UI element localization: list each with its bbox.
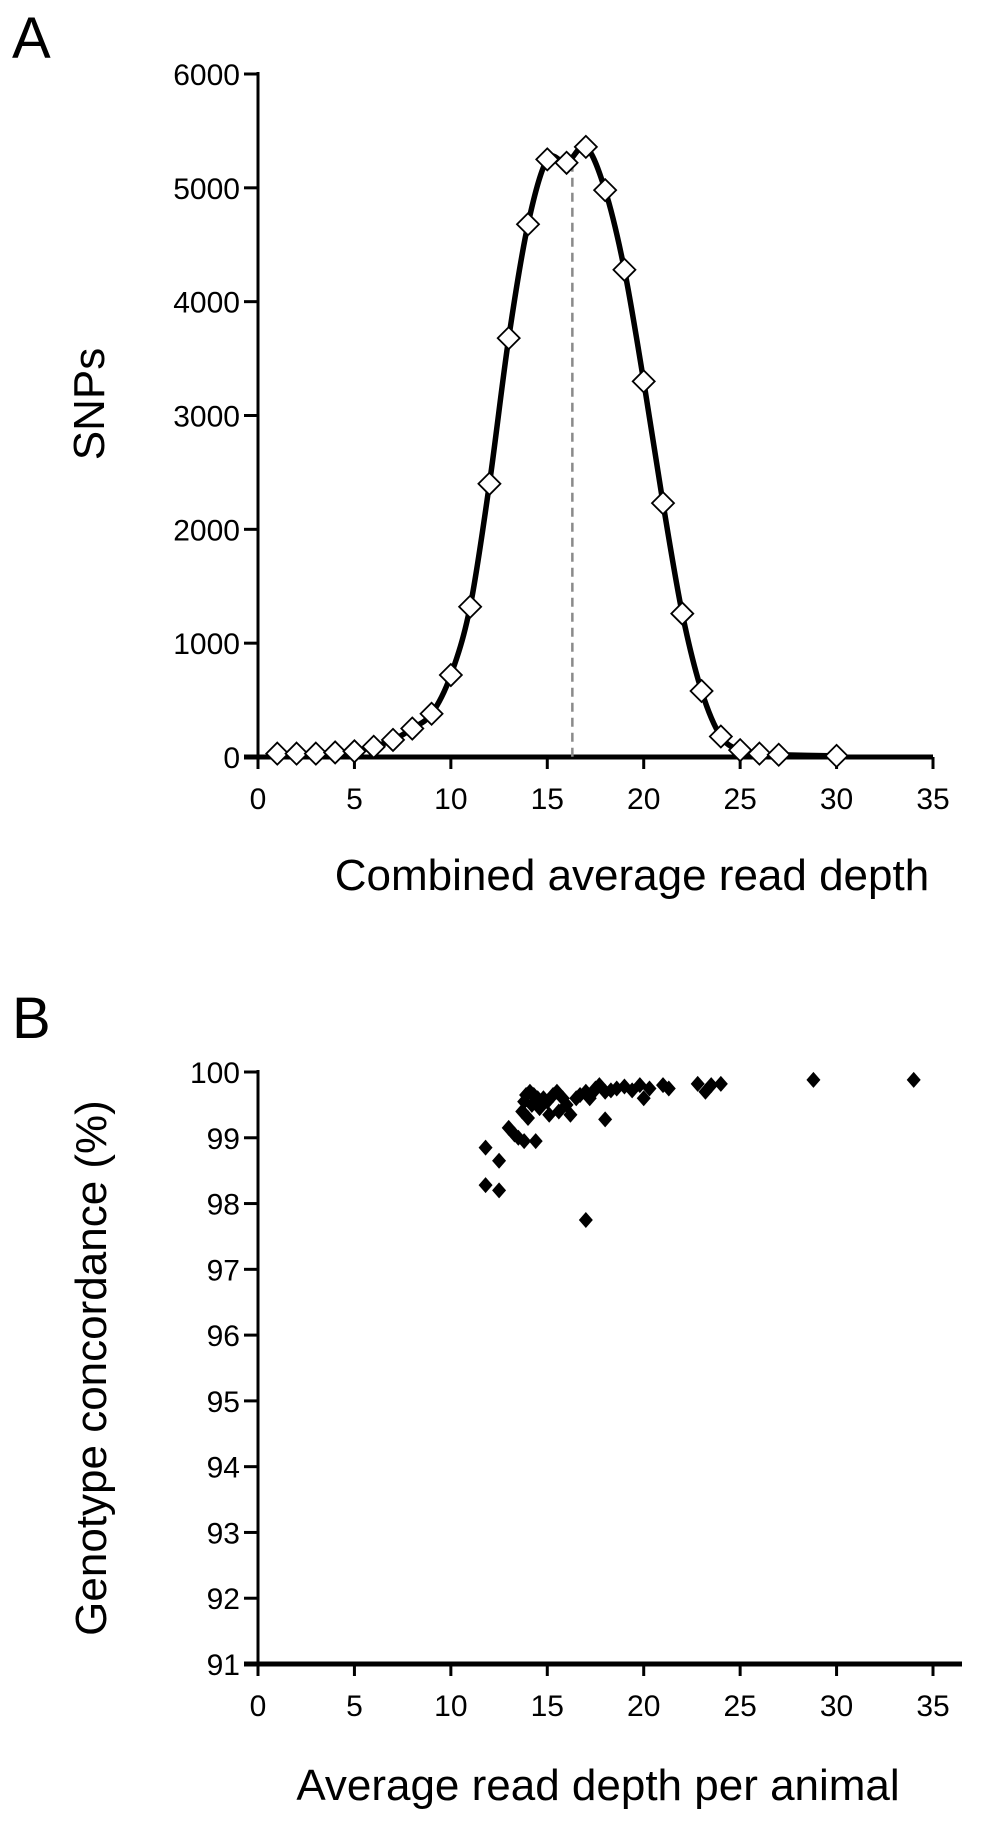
- y-tick-label: 98: [207, 1189, 240, 1222]
- x-tick-label: 20: [627, 1690, 660, 1723]
- data-point-marker: [361, 734, 386, 760]
- data-point-marker: [438, 662, 464, 688]
- data-point-marker: [573, 134, 599, 160]
- data-point-marker: [303, 741, 329, 766]
- data-point-marker: [661, 1080, 676, 1097]
- data-point-marker: [478, 1177, 493, 1194]
- y-tick-label: 2000: [173, 514, 240, 547]
- data-point-marker: [906, 1071, 921, 1088]
- data-point-marker: [477, 471, 502, 497]
- data-point-marker: [496, 325, 521, 351]
- panel-label-b: B: [12, 986, 51, 1051]
- data-point-marker: [563, 1106, 578, 1123]
- x-tick-label: 5: [346, 783, 363, 816]
- x-tick-label: 30: [820, 783, 853, 816]
- x-tick-label: 0: [250, 783, 267, 816]
- y-tick-label: 3000: [173, 401, 240, 434]
- x-axis-title: Combined average read depth: [335, 851, 929, 900]
- y-axis-title: Genotype concordance (%): [67, 1100, 116, 1636]
- data-point-marker: [528, 1133, 543, 1150]
- y-tick-label: 6000: [173, 59, 240, 92]
- data-point-marker: [322, 740, 348, 765]
- data-point-marker: [419, 701, 444, 727]
- y-tick-label: 92: [207, 1583, 240, 1616]
- data-point-marker: [380, 727, 406, 753]
- data-point-marker: [650, 490, 676, 516]
- data-point-marker: [592, 177, 618, 203]
- y-tick-label: 1000: [173, 628, 240, 661]
- data-point-marker: [554, 150, 579, 176]
- data-point-marker: [492, 1152, 507, 1169]
- data-point-marker: [578, 1212, 593, 1228]
- data-point-marker: [515, 211, 541, 237]
- y-tick-label: 5000: [173, 173, 240, 206]
- y-tick-label: 95: [207, 1386, 240, 1419]
- data-point-marker: [631, 369, 656, 394]
- x-tick-label: 30: [820, 1690, 853, 1723]
- y-tick-label: 0: [223, 742, 240, 775]
- x-axis-title: Average read depth per animal: [296, 1761, 899, 1810]
- data-point-marker: [478, 1139, 493, 1156]
- data-point-marker: [400, 716, 425, 741]
- panel-label-a: A: [12, 6, 51, 71]
- y-tick-label: 94: [207, 1452, 240, 1485]
- data-point-marker: [517, 1133, 532, 1150]
- x-tick-label: 10: [434, 1690, 467, 1723]
- y-tick-label: 4000: [173, 287, 240, 320]
- x-tick-label: 15: [531, 783, 564, 816]
- data-point-marker: [727, 737, 753, 763]
- data-point-marker: [535, 147, 560, 172]
- y-tick-label: 91: [207, 1649, 240, 1682]
- x-tick-label: 35: [916, 1690, 949, 1723]
- data-point-marker: [689, 678, 714, 704]
- panel-a-chart: 0 1000 2000 3000 4000 5000 6000 0 5 10 15 20 25 30 35 C…: [65, 59, 950, 900]
- x-tick-label: 20: [627, 783, 660, 816]
- data-point-marker: [457, 594, 483, 620]
- x-tick-label: 25: [723, 783, 756, 816]
- y-axis-title: SNPs: [65, 348, 114, 460]
- data-point-marker: [747, 741, 772, 766]
- y-tick-label: 100: [190, 1057, 240, 1090]
- data-point-marker: [690, 1075, 705, 1092]
- data-point-marker: [713, 1075, 728, 1092]
- x-tick-label: 10: [434, 783, 467, 816]
- data-point-marker: [265, 741, 290, 766]
- data-point-marker: [612, 257, 637, 283]
- data-point-marker: [598, 1111, 613, 1128]
- data-point-marker: [704, 1077, 719, 1094]
- data-point-marker: [342, 739, 367, 764]
- data-point-marker: [806, 1071, 821, 1088]
- data-point-marker: [521, 1110, 535, 1127]
- y-tick-label: 99: [207, 1123, 240, 1156]
- data-point-marker: [284, 741, 309, 766]
- data-point-marker: [824, 743, 849, 769]
- data-point-marker: [636, 1090, 651, 1107]
- y-tick-label: 93: [207, 1517, 240, 1550]
- data-point-marker: [708, 724, 734, 749]
- panel-b-chart: 91 92 93 94 95 96 97 98 99 100 0 5 10 15 20 25 30 35 Avera…: [67, 1057, 962, 1810]
- series-line: [277, 143, 837, 759]
- x-tick-label: 25: [723, 1690, 756, 1723]
- x-tick-label: 5: [346, 1690, 363, 1723]
- y-tick-label: 96: [207, 1320, 240, 1353]
- data-point-marker: [492, 1182, 507, 1199]
- x-tick-label: 35: [916, 783, 949, 816]
- data-point-marker: [766, 742, 791, 767]
- data-point-marker: [670, 601, 695, 626]
- x-tick-label: 0: [250, 1690, 267, 1723]
- y-tick-label: 97: [207, 1254, 240, 1287]
- data-point-marker: [642, 1080, 657, 1097]
- x-tick-label: 15: [531, 1690, 564, 1723]
